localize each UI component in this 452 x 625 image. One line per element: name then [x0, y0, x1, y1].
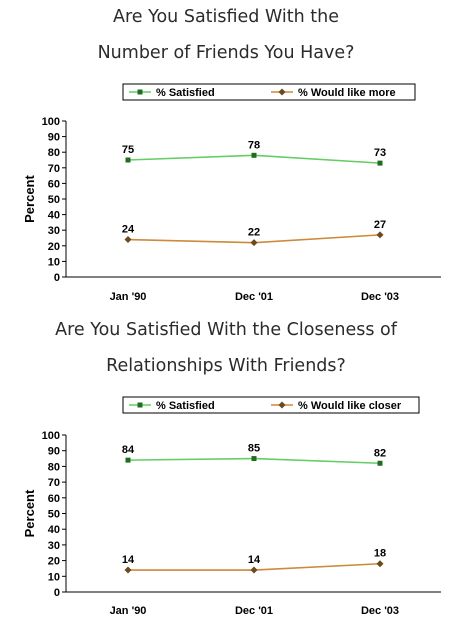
legend-marker-2: [278, 401, 286, 409]
y-tick-label: 30: [48, 540, 60, 552]
data-label: 73: [374, 147, 386, 159]
data-point: [124, 566, 132, 574]
y-tick-label: 70: [48, 163, 60, 175]
x-category-label: Jan '90: [110, 605, 147, 617]
chart1-title-line1: Are You Satisfied With the: [113, 7, 339, 27]
data-label: 85: [248, 443, 260, 455]
chart1-title-line2: Number of Friends You Have?: [97, 43, 355, 63]
x-category-label: Dec '03: [361, 605, 399, 617]
y-axis-title: Percent: [22, 174, 37, 222]
legend-label-2: % Would like closer: [298, 400, 402, 412]
data-point: [376, 231, 384, 239]
y-tick-label: 80: [48, 147, 60, 159]
data-label: 14: [122, 554, 135, 566]
y-tick-label: 90: [48, 446, 60, 458]
y-tick-label: 100: [42, 116, 60, 128]
y-tick-label: 90: [48, 132, 60, 144]
y-tick-label: 60: [48, 493, 60, 505]
data-point: [250, 566, 258, 574]
legend-marker-1: [137, 402, 143, 408]
legend-box: [122, 83, 416, 101]
data-label: 22: [248, 227, 260, 239]
legend-label-1: % Satisfied: [156, 87, 215, 99]
legend-label-1: % Satisfied: [156, 400, 215, 412]
chart-1: % Satisfied % Would like more 0 10 20 30 40 50 6…: [0, 78, 452, 308]
legend: % Satisfied % Would like more: [122, 83, 416, 101]
y-tick-label: 10: [48, 571, 60, 583]
y-tick-label: 10: [48, 256, 60, 268]
data-point: [124, 236, 132, 244]
legend-marker-1: [137, 89, 143, 95]
x-category-label: Dec '01: [235, 291, 273, 303]
data-point: [376, 560, 384, 568]
data-point: [251, 456, 257, 462]
y-tick-label: 60: [48, 178, 60, 190]
y-tick-label: 100: [42, 430, 60, 442]
data-label: 75: [122, 144, 134, 156]
data-point: [251, 152, 257, 158]
y-tick-label: 30: [48, 225, 60, 237]
y-tick-label: 40: [48, 524, 60, 536]
legend: % Satisfied % Would like closer: [122, 396, 420, 414]
y-tick-label: 0: [54, 272, 60, 284]
chart-2-svg: % Satisfied % Would like closer 0 10 20 30 40 5…: [22, 396, 441, 617]
data-label: 14: [248, 554, 261, 566]
legend-label-2: % Would like more: [298, 87, 396, 99]
data-point: [250, 239, 258, 247]
x-category-label: Dec '03: [361, 291, 399, 303]
data-point: [125, 157, 131, 163]
y-tick-label: 20: [48, 556, 60, 568]
data-label: 84: [122, 444, 135, 456]
y-tick-label: 70: [48, 477, 60, 489]
x-category-label: Dec '01: [235, 605, 273, 617]
data-point: [125, 457, 131, 463]
data-label: 18: [374, 548, 386, 560]
data-label: 78: [248, 139, 260, 151]
y-tick-label: 0: [54, 587, 60, 599]
y-tick-label: 50: [48, 509, 60, 521]
x-category-label: Jan '90: [110, 291, 147, 303]
data-point: [377, 160, 383, 166]
chart2-title-line2: Relationships With Friends?: [106, 356, 346, 376]
data-label: 27: [374, 219, 386, 231]
y-tick-label: 40: [48, 210, 60, 222]
legend-marker-2: [278, 88, 286, 96]
chart-2: % Satisfied % Would like closer 0 10 20 30 40 5…: [0, 390, 452, 620]
y-tick-label: 20: [48, 241, 60, 253]
chart-1-svg: % Satisfied % Would like more 0 10 20 30 40 50 6…: [22, 83, 441, 303]
y-tick-label: 50: [48, 194, 60, 206]
y-tick-label: 80: [48, 461, 60, 473]
data-point: [377, 460, 383, 466]
chart2-title-line1: Are You Satisfied With the Closeness of: [55, 320, 397, 340]
data-label: 82: [374, 447, 386, 459]
y-axis-title: Percent: [22, 489, 37, 537]
data-label: 24: [122, 224, 135, 236]
